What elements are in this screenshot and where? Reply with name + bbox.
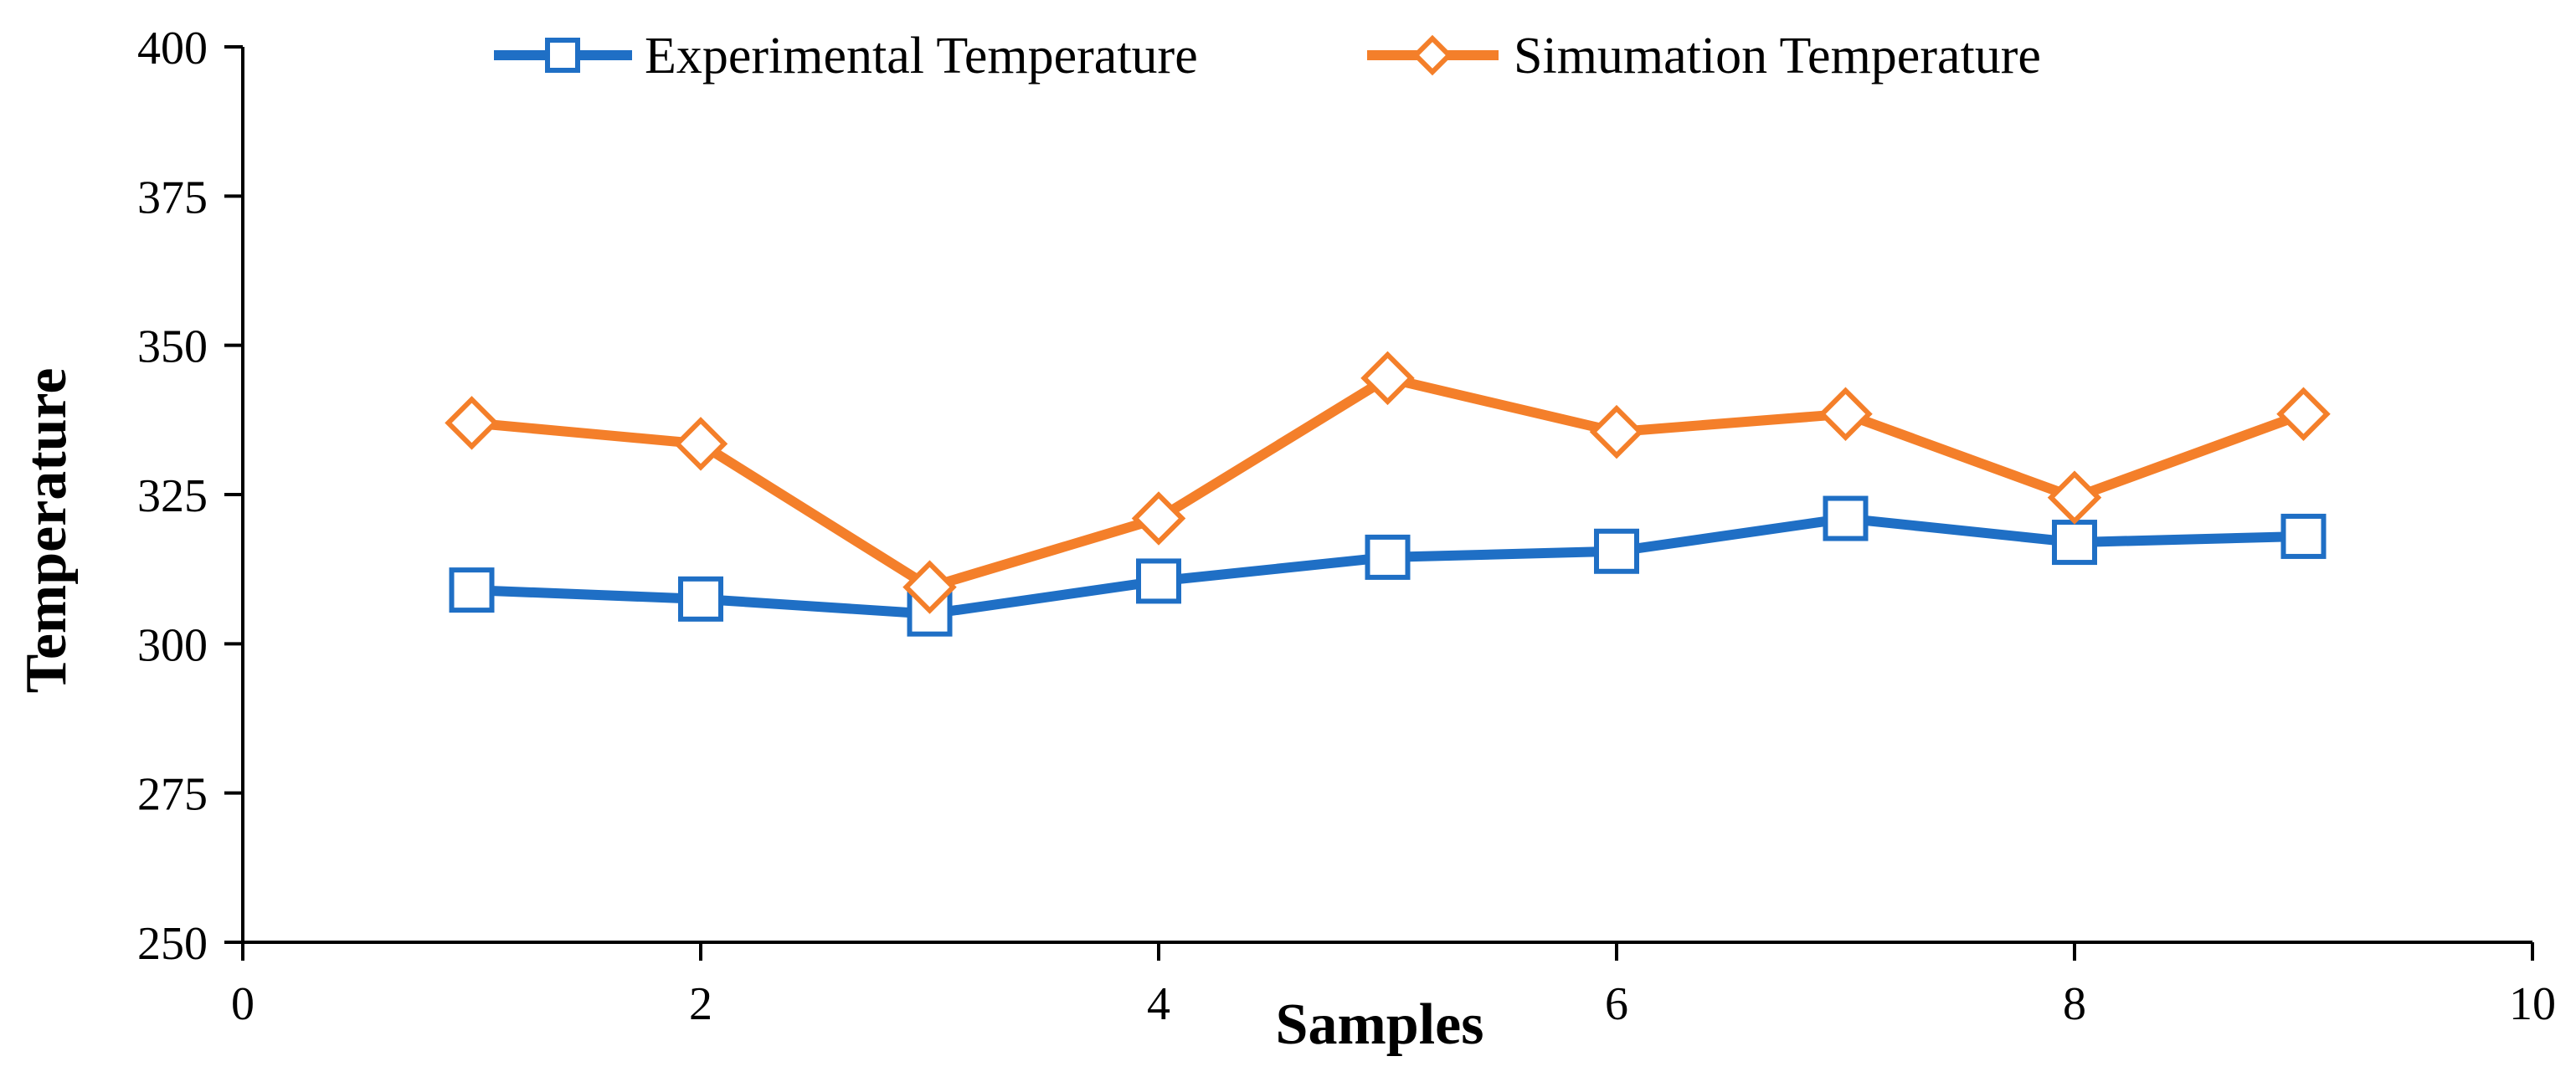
data-point-simulation: [1589, 404, 1644, 459]
y-tick-label: 400: [137, 23, 208, 74]
data-point-simulation: [1131, 491, 1186, 546]
x-axis-title: Samples: [1276, 992, 1484, 1057]
data-point-experimental: [678, 576, 723, 622]
y-axis-title: Temperature: [14, 368, 79, 694]
legend-item-experimental: Experimental Temperature: [494, 28, 1198, 85]
data-point-experimental: [1823, 495, 1869, 541]
data-point-experimental: [449, 567, 495, 613]
data-point-experimental: [2052, 520, 2097, 566]
data-point-experimental: [1136, 558, 1181, 604]
legend-marker-experimental: [545, 38, 580, 73]
y-tick-label: 325: [137, 470, 208, 522]
data-point-simulation: [1360, 351, 1415, 406]
data-point-simulation: [2276, 387, 2331, 441]
axes: 250 275 300 325 350 375 400 0 2 4 6 8 10: [137, 23, 2556, 1030]
legend-label-experimental: Experimental Temperature: [645, 28, 1198, 85]
x-tick-label: 4: [1147, 978, 1170, 1030]
x-tick-label: 10: [2509, 978, 2556, 1030]
data-point-simulation: [445, 396, 499, 450]
legend-marker-simulation: [1411, 34, 1453, 76]
legend-label-simulation: Simumation Temperature: [1514, 28, 2041, 85]
legend-item-simulation: Simumation Temperature: [1367, 28, 2041, 85]
y-tick-label: 250: [137, 918, 208, 970]
y-tick-label: 350: [137, 321, 208, 373]
x-tick-label: 6: [1605, 978, 1628, 1030]
data-point-simulation: [673, 417, 728, 471]
x-tick-label: 2: [689, 978, 712, 1030]
x-tick-label: 8: [2063, 978, 2086, 1030]
legend: Experimental Temperature Simumation Temp…: [494, 28, 2041, 85]
series-layer: [445, 351, 2331, 637]
data-point-simulation: [2047, 470, 2102, 525]
y-tick-label: 375: [137, 172, 208, 223]
data-point-experimental: [1365, 534, 1411, 580]
data-point-simulation: [1818, 387, 1873, 441]
x-tick-label: 0: [231, 978, 255, 1030]
y-tick-label: 300: [137, 619, 208, 671]
data-point-simulation: [902, 560, 957, 614]
data-point-experimental: [2280, 513, 2327, 559]
data-point-experimental: [1594, 528, 1639, 574]
y-tick-label: 275: [137, 769, 208, 821]
